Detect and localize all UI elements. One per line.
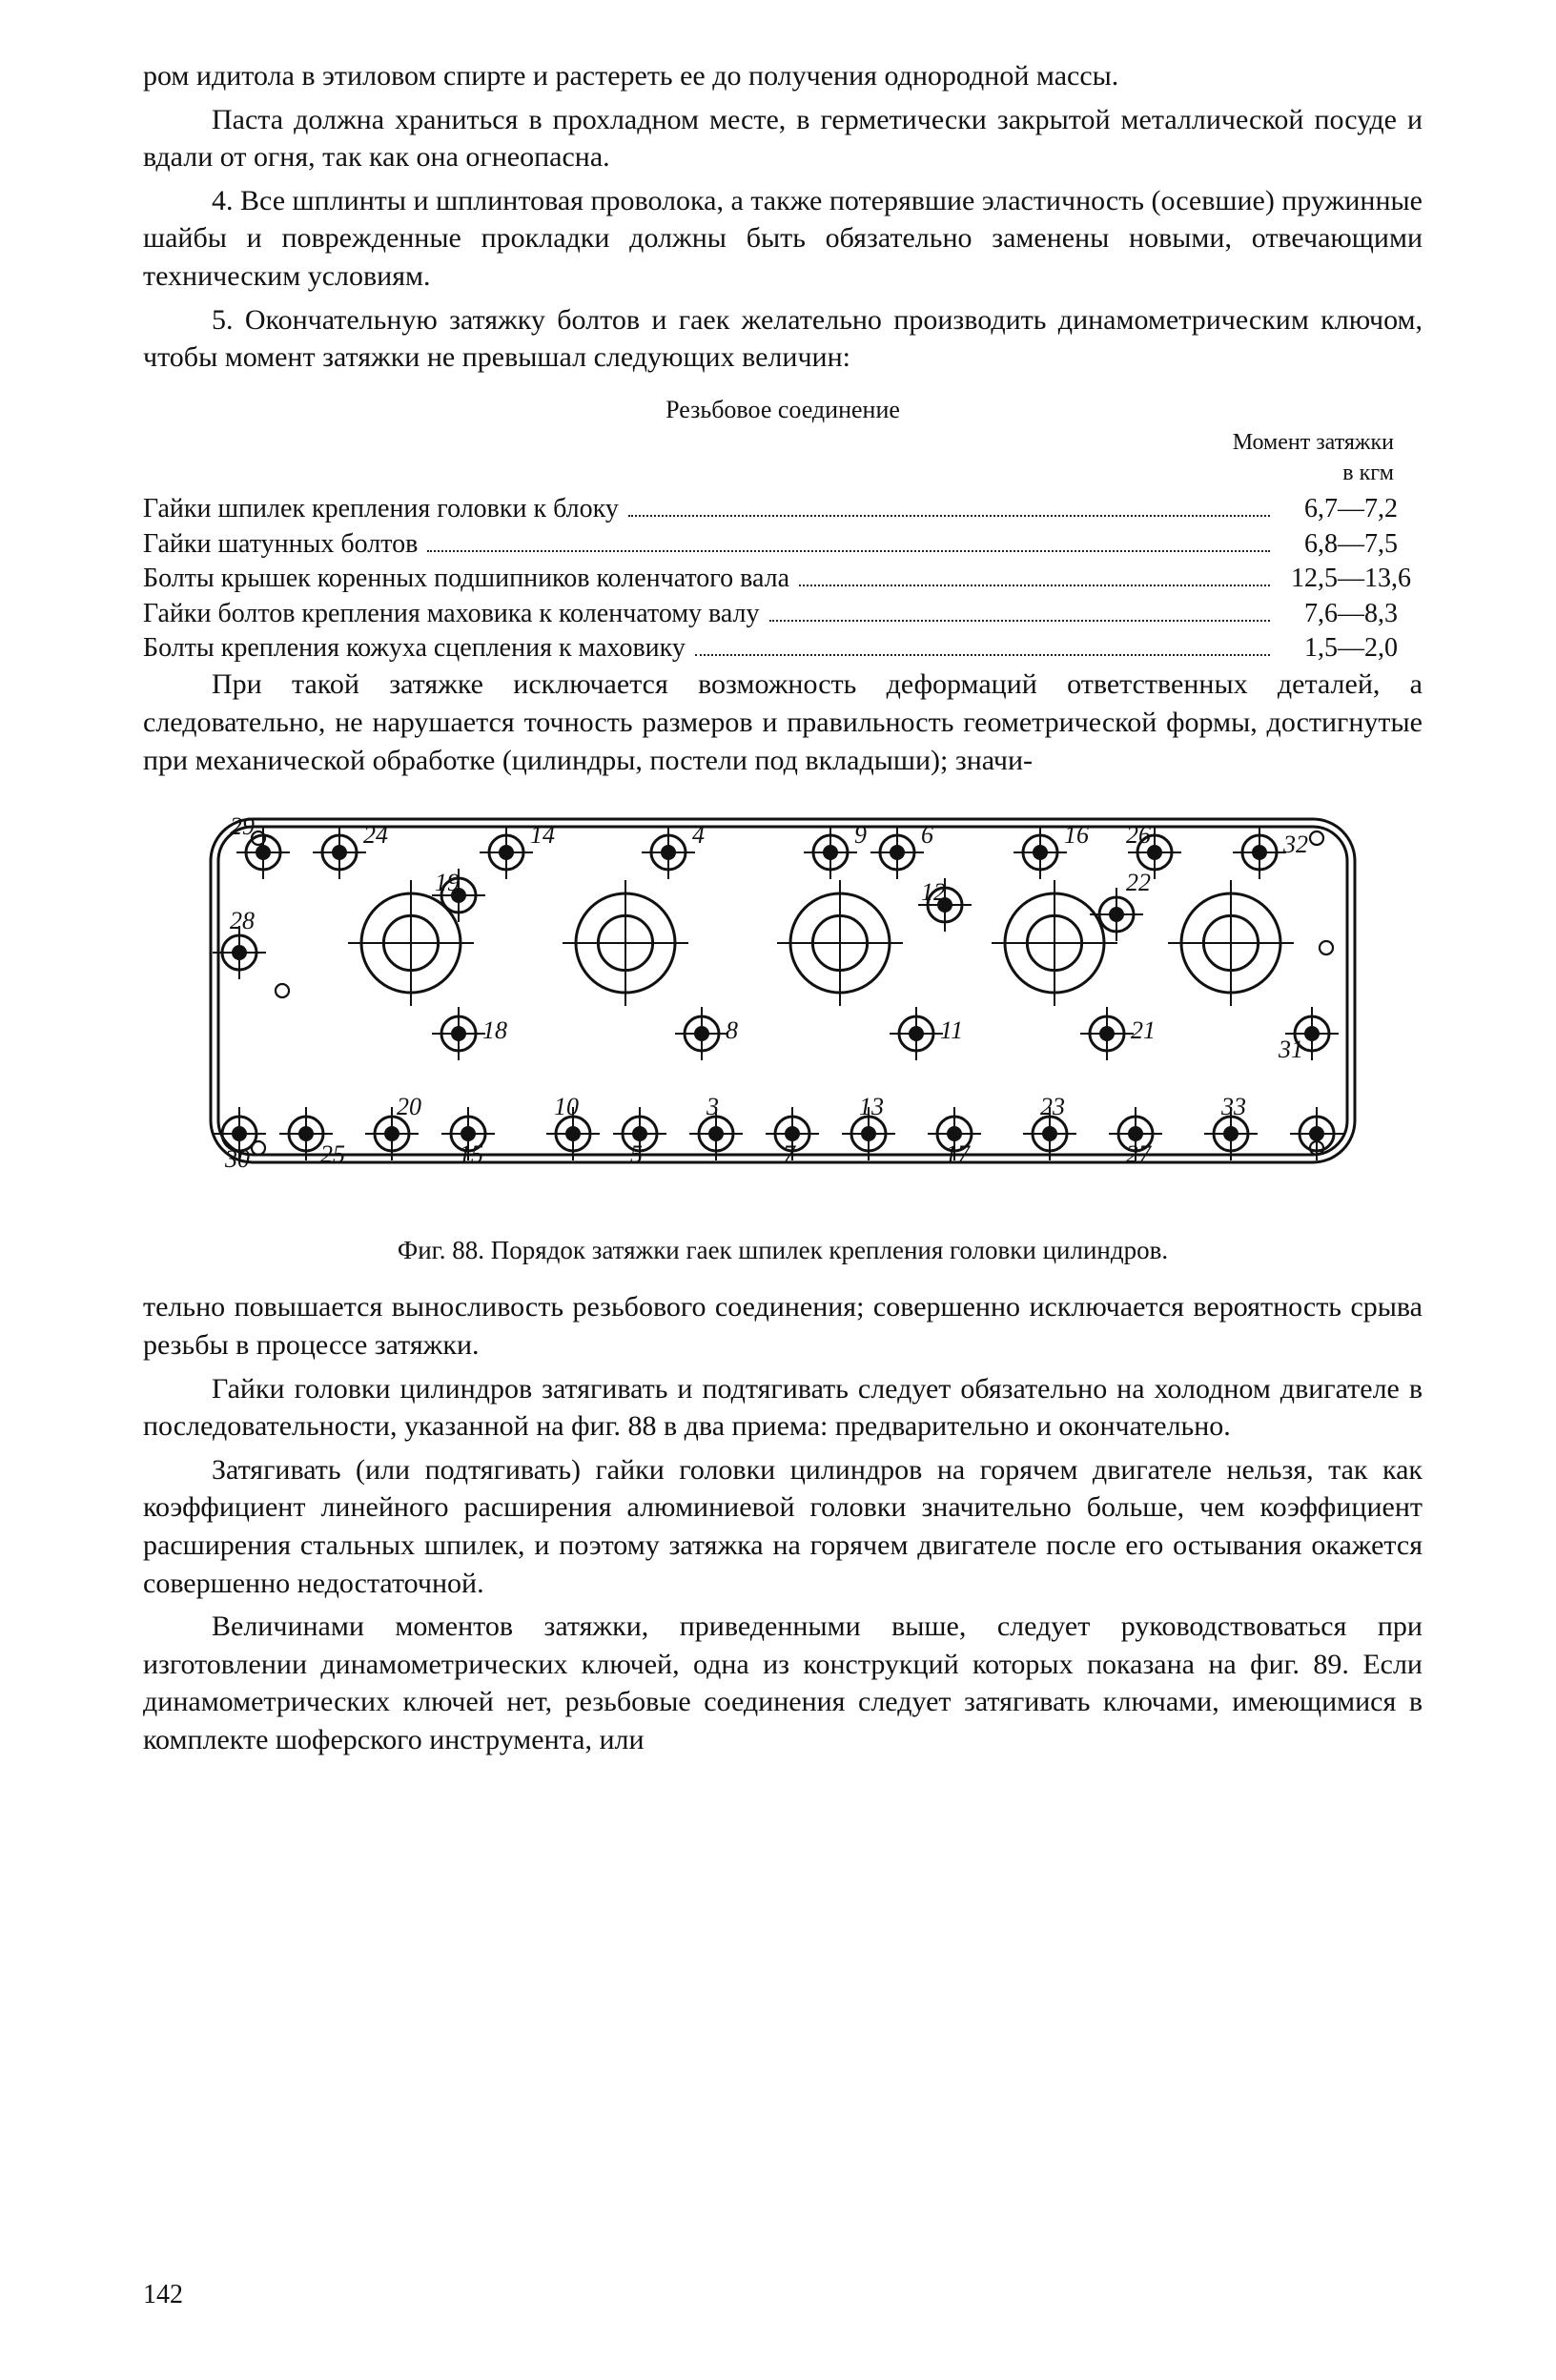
svg-text:28: 28 — [230, 907, 255, 934]
svg-text:23: 23 — [1040, 1093, 1065, 1120]
paragraph-text: Паста должна храниться в прохладном мест… — [143, 104, 1423, 174]
leader-dots — [427, 530, 1270, 552]
svg-text:32: 32 — [1282, 831, 1308, 858]
svg-text:27: 27 — [1126, 1140, 1152, 1168]
svg-text:15: 15 — [459, 1140, 483, 1168]
svg-text:30: 30 — [224, 1145, 250, 1173]
table-row-label: Гайки болтов крепления маховика к коленч… — [143, 597, 760, 631]
table-row-label: Гайки шатунных болтов — [143, 527, 418, 562]
table-row-value: 6,8—7,5 — [1280, 527, 1423, 562]
table-row-label: Гайки шпилек крепления головки к блоку — [143, 492, 619, 526]
table-header-line1: Момент затяжки — [1233, 430, 1394, 455]
figure-88-svg: 29 24 14 4 9 6 16 26 32 28 19 12 22 18 8 11 21 31 30 25 20 15… — [173, 800, 1393, 1210]
paragraph-text: Величинами моментов затяжки, приведенным… — [143, 1611, 1423, 1755]
page-number: 142 — [143, 2278, 183, 2313]
svg-text:20: 20 — [397, 1093, 421, 1120]
table-row-value: 12,5—13,6 — [1280, 562, 1423, 596]
svg-text:18: 18 — [482, 1016, 507, 1044]
table-row-label: Болты крепления кожуха сцепления к махов… — [143, 631, 686, 666]
paragraph-text: 5. Окончательную затяжку болтов и гаек ж… — [143, 304, 1423, 374]
svg-text:29: 29 — [230, 812, 255, 840]
table-header-line2: в кгм — [1342, 461, 1394, 485]
paragraph: Затягивать (или подтягивать) гайки голов… — [143, 1451, 1423, 1602]
svg-text:33: 33 — [1220, 1093, 1246, 1120]
table-row: Гайки шпилек крепления головки к блоку 6,… — [143, 492, 1423, 526]
svg-text:7: 7 — [783, 1140, 796, 1168]
paragraph: При такой затяжке исключается возможност… — [143, 666, 1423, 779]
figure-88: 29 24 14 4 9 6 16 26 32 28 19 12 22 18 8 11 21 31 30 25 20 15… — [173, 800, 1393, 1221]
svg-text:25: 25 — [320, 1140, 345, 1168]
svg-text:6: 6 — [921, 821, 933, 849]
svg-text:24: 24 — [363, 821, 388, 849]
paragraph: 4. Все шплинты и шплинтовая проволока, а… — [143, 182, 1423, 296]
table-row: Гайки шатунных болтов 6,8—7,5 — [143, 527, 1423, 562]
svg-text:14: 14 — [530, 821, 555, 849]
torque-table: Гайки шпилек крепления головки к блоку 6,… — [143, 492, 1423, 666]
paragraph: Гайки головки цилиндров затягивать и под… — [143, 1370, 1423, 1446]
paragraph-text: 4. Все шплинты и шплинтовая проволока, а… — [143, 185, 1423, 292]
svg-text:4: 4 — [692, 821, 705, 849]
table-row-value: 7,6—8,3 — [1280, 597, 1423, 631]
paragraph: ром идитола в этиловом спирте и растерет… — [143, 57, 1423, 95]
svg-text:17: 17 — [945, 1140, 971, 1168]
table-row-value: 1,5—2,0 — [1280, 631, 1423, 666]
paragraph: 5. Окончательную затяжку болтов и гаек ж… — [143, 301, 1423, 377]
svg-text:31: 31 — [1278, 1036, 1303, 1063]
svg-text:13: 13 — [859, 1093, 884, 1120]
table-row: Гайки болтов крепления маховика к коленч… — [143, 597, 1423, 631]
leader-dots — [695, 634, 1270, 656]
svg-text:21: 21 — [1131, 1016, 1156, 1044]
svg-text:16: 16 — [1064, 821, 1089, 849]
svg-text:11: 11 — [940, 1016, 963, 1044]
paragraph-text: При такой затяжке исключается возможност… — [143, 668, 1423, 775]
figure-caption: Фиг. 88. Порядок затяжки гаек шпилек кре… — [143, 1234, 1423, 1268]
svg-text:9: 9 — [854, 821, 867, 849]
table-title: Резьбовое соединение — [143, 394, 1423, 426]
paragraph: Паста должна храниться в прохладном мест… — [143, 101, 1423, 176]
paragraph: Величинами моментов затяжки, приведенным… — [143, 1608, 1423, 1758]
table-row: Болты крепления кожуха сцепления к махов… — [143, 631, 1423, 666]
table-row: Болты крышек коренных подшипников коленч… — [143, 562, 1423, 596]
table-row-value: 6,7—7,2 — [1280, 492, 1423, 526]
leader-dots — [769, 600, 1270, 622]
table-header-right: Момент затяжки в кгм — [143, 428, 1394, 488]
svg-text:22: 22 — [1126, 869, 1151, 896]
svg-text:10: 10 — [554, 1093, 579, 1120]
table-row-label: Болты крышек коренных подшипников коленч… — [143, 562, 789, 596]
paragraph-text: Затягивать (или подтягивать) гайки голов… — [143, 1454, 1423, 1599]
svg-text:19: 19 — [435, 869, 460, 896]
svg-text:8: 8 — [726, 1016, 738, 1044]
svg-text:3: 3 — [706, 1093, 719, 1120]
leader-dots — [628, 495, 1270, 517]
paragraph: тельно повышается выносливость резьбовог… — [143, 1288, 1423, 1364]
svg-text:5: 5 — [630, 1140, 643, 1168]
svg-text:12: 12 — [921, 878, 946, 906]
svg-text:26: 26 — [1126, 821, 1151, 849]
paragraph-text: Гайки головки цилиндров затягивать и под… — [143, 1373, 1423, 1443]
leader-dots — [799, 564, 1270, 586]
